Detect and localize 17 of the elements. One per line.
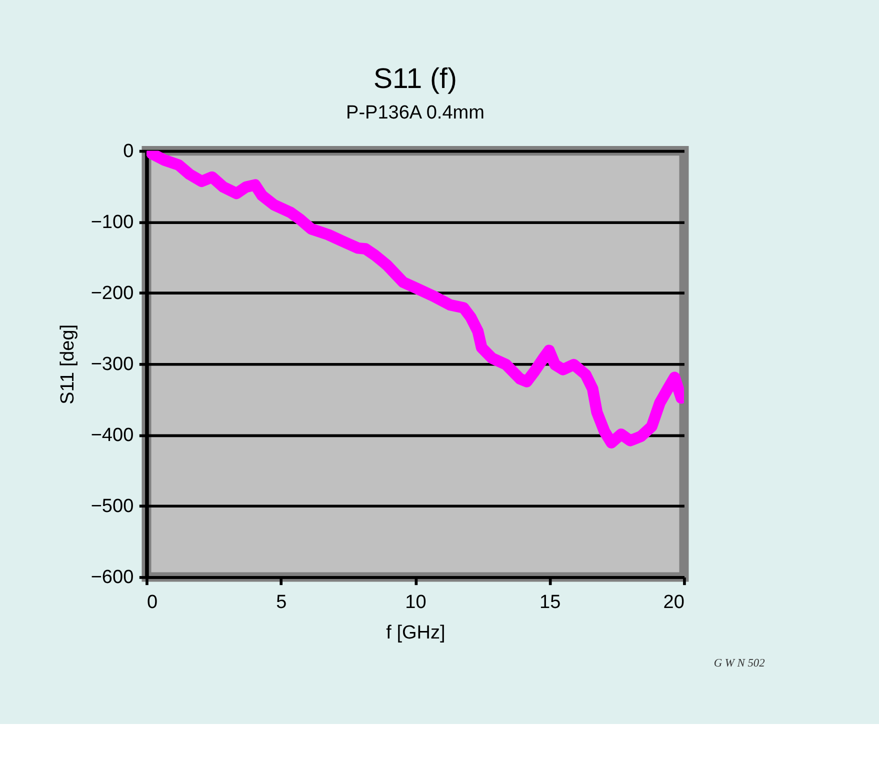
x-tick-label: 10 <box>405 592 426 613</box>
chart-subtitle: P-P136A 0.4mm <box>346 102 484 124</box>
x-tick-label: 20 <box>663 592 684 613</box>
y-tick-label: 0 <box>123 140 134 162</box>
y-tick-label: −600 <box>90 567 134 588</box>
x-tick-label: 0 <box>146 592 158 613</box>
y-tick-label: −400 <box>90 425 134 446</box>
x-tick-label: 15 <box>540 592 561 613</box>
y-tick-label: −500 <box>90 496 134 518</box>
y-tick-label: −100 <box>90 212 134 234</box>
y-tick-label: −300 <box>90 354 134 376</box>
x-tick-label: 5 <box>276 592 287 613</box>
chart-title: S11 (f) <box>374 63 457 96</box>
x-axis-title: f [GHz] <box>386 622 446 644</box>
text: G W N 502 <box>714 657 766 670</box>
y-tick-label: −200 <box>90 283 134 304</box>
y-axis-title: S11 [deg] <box>58 324 79 404</box>
